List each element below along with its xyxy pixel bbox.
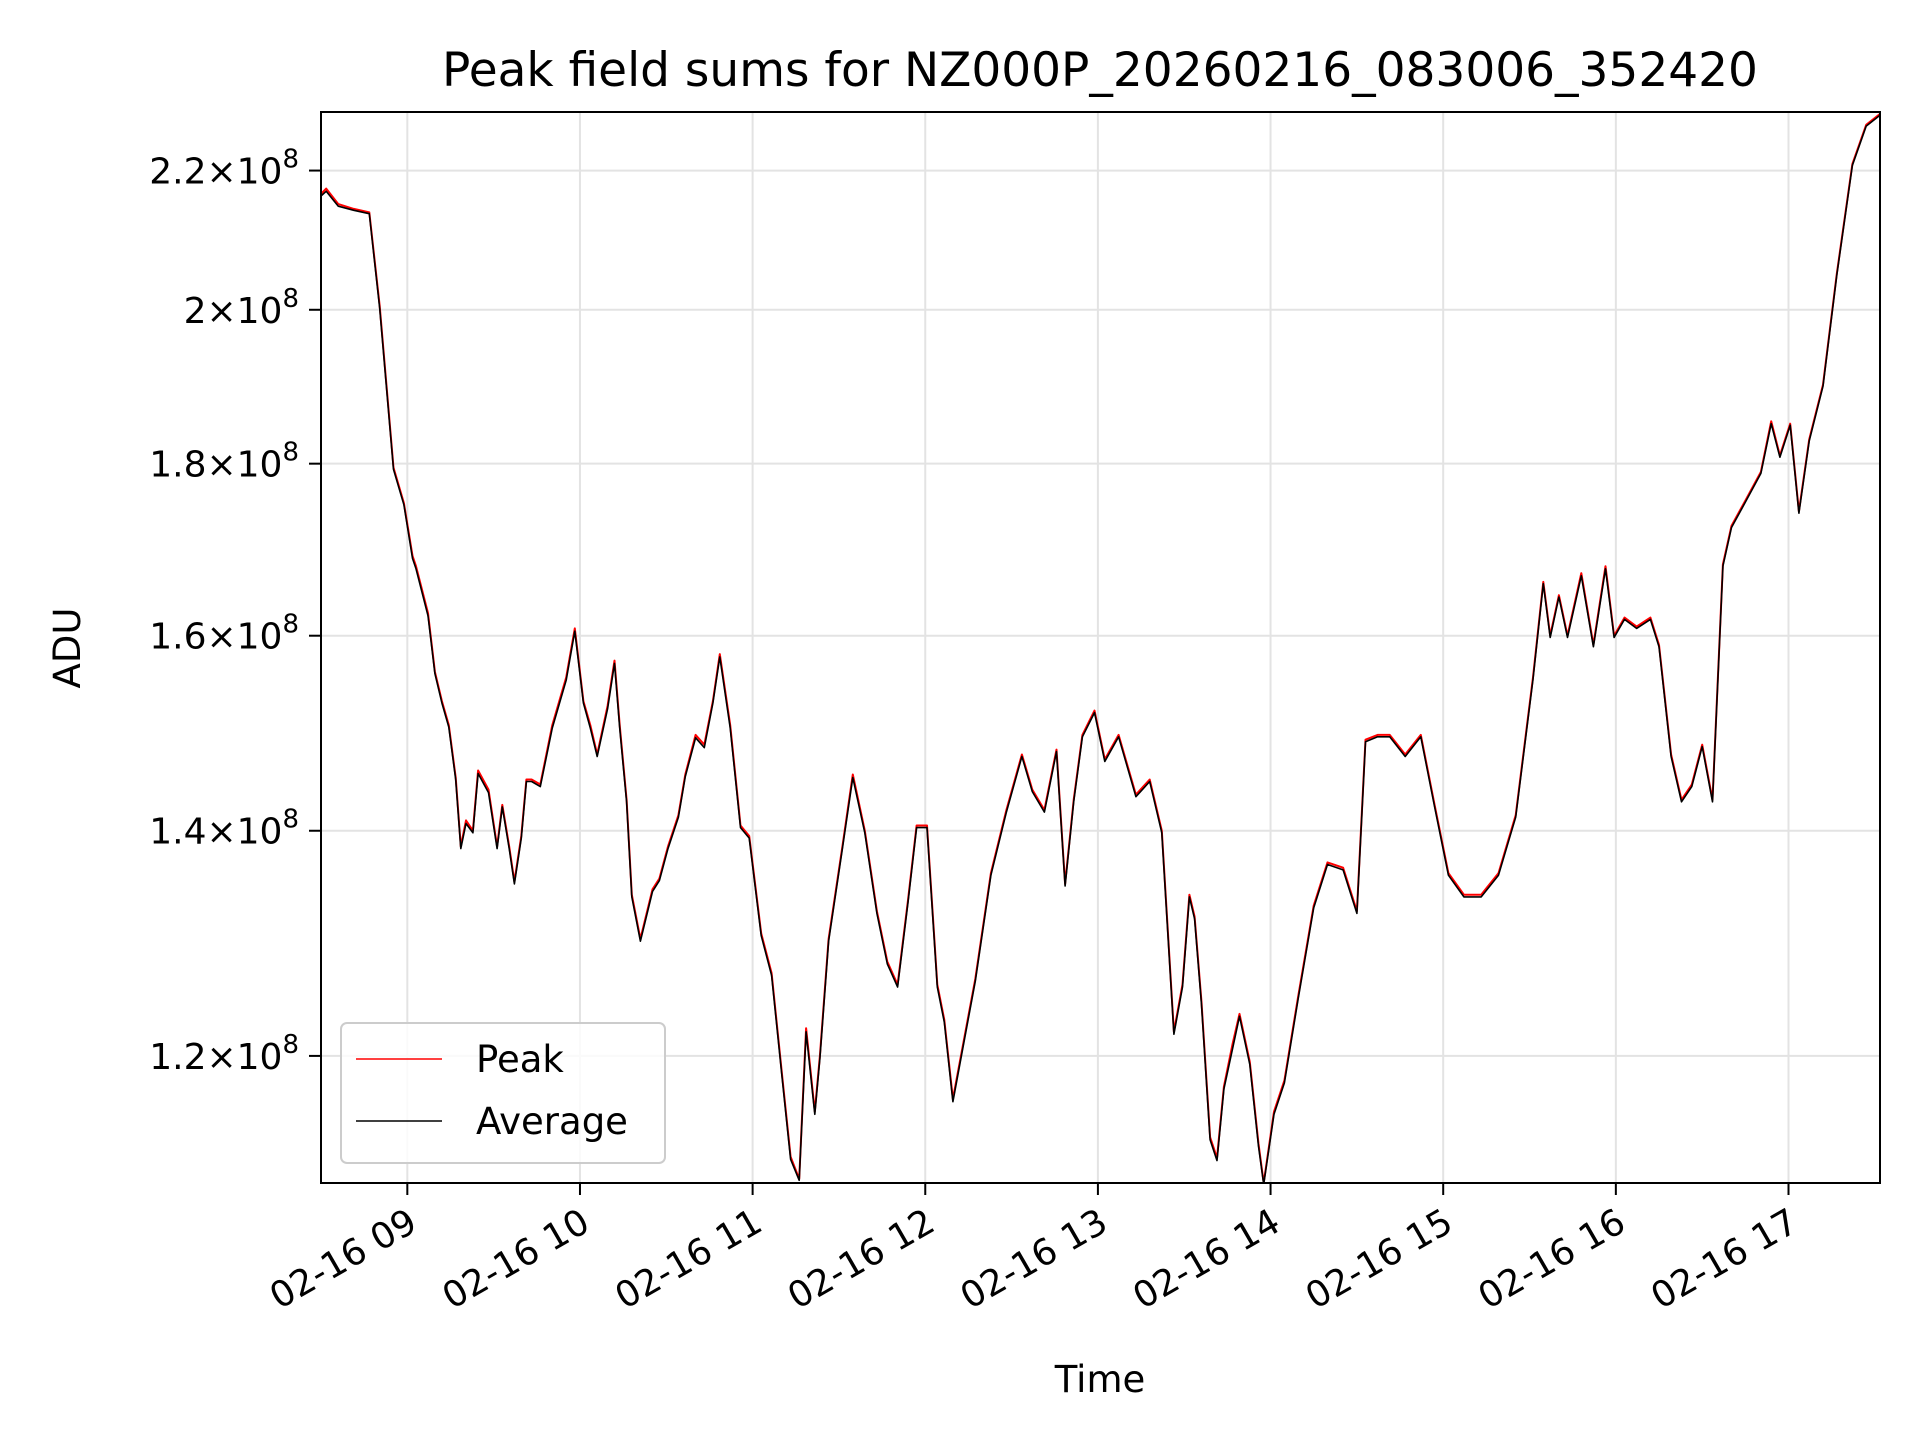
legend-label-peak: Peak bbox=[476, 1038, 564, 1081]
plot-frame bbox=[320, 111, 1881, 1184]
y-tick-label: 2.2×108 bbox=[149, 145, 299, 193]
legend-label-average: Average bbox=[476, 1100, 628, 1143]
legend: Peak Average bbox=[340, 1022, 666, 1164]
y-tick-label: 2×108 bbox=[184, 284, 299, 332]
series-layer bbox=[321, 113, 1880, 1183]
chart-title: Peak field sums for NZ000P_20260216_0830… bbox=[442, 43, 1758, 98]
series-line-average bbox=[321, 114, 1880, 1183]
grid bbox=[321, 112, 1880, 1183]
y-axis-label: ADU bbox=[46, 608, 89, 689]
x-axis-label: Time bbox=[1054, 1358, 1146, 1401]
y-tick-label: 1.2×108 bbox=[149, 1030, 299, 1078]
y-tick-label: 1.6×108 bbox=[149, 610, 299, 658]
y-tick-label: 1.8×108 bbox=[149, 438, 299, 486]
legend-box bbox=[340, 1022, 666, 1164]
y-tick-label: 1.4×108 bbox=[149, 805, 299, 853]
